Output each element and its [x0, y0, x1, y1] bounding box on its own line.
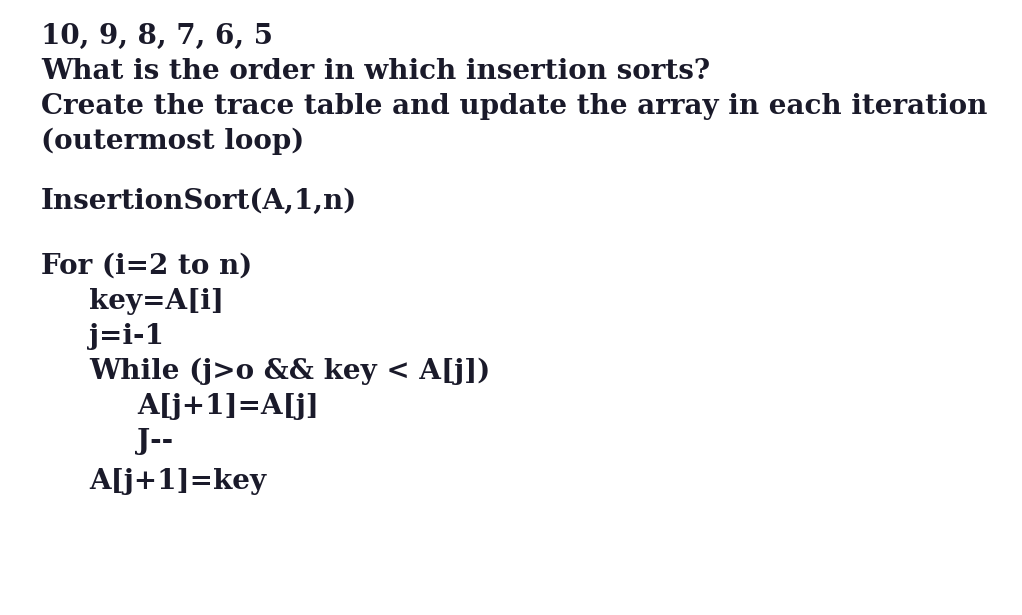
Text: Create the trace table and update the array in each iteration: Create the trace table and update the ar… — [41, 93, 987, 120]
Text: While (j>o && key < A[j]): While (j>o && key < A[j]) — [89, 358, 491, 385]
Text: (outermost loop): (outermost loop) — [41, 128, 305, 155]
Text: A[j+1]=A[j]: A[j+1]=A[j] — [137, 393, 319, 420]
Text: key=A[i]: key=A[i] — [89, 288, 224, 315]
Text: InsertionSort(A,1,n): InsertionSort(A,1,n) — [41, 188, 357, 215]
Text: j=i-1: j=i-1 — [89, 323, 164, 350]
Text: 10, 9, 8, 7, 6, 5: 10, 9, 8, 7, 6, 5 — [41, 23, 273, 50]
Text: What is the order in which insertion sorts?: What is the order in which insertion sor… — [41, 58, 710, 85]
Text: A[j+1]=key: A[j+1]=key — [89, 468, 266, 495]
Text: J--: J-- — [137, 428, 173, 455]
Text: For (i=2 to n): For (i=2 to n) — [41, 253, 252, 280]
